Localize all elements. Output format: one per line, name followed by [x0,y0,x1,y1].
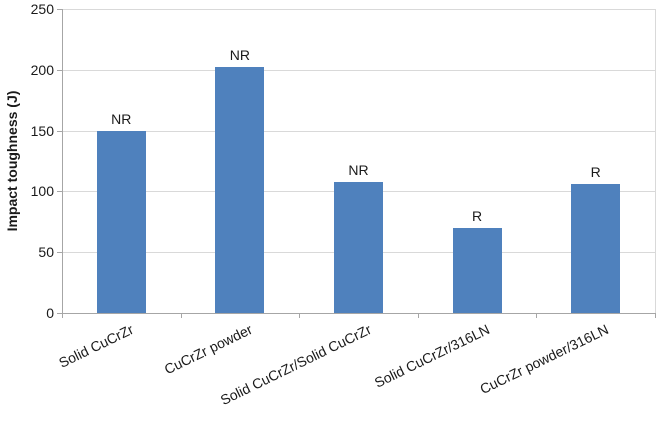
bar-label: R [590,164,601,181]
y-tick-mark [57,313,62,314]
bar [334,181,383,313]
x-category-label: Solid CuCrZr [56,321,137,371]
y-tick-label: 200 [30,61,54,78]
y-tick-label: 150 [30,122,54,139]
y-axis-line [62,9,63,314]
x-axis-line [62,313,656,314]
x-tick-mark [536,313,538,318]
bar-label: R [472,207,483,224]
bar [96,130,146,313]
bar [215,67,265,313]
x-tick-mark [299,313,301,318]
bar [571,184,621,313]
gridline [62,9,655,10]
gridline [62,130,655,132]
x-tick-mark [417,313,419,318]
y-axis-title: Impact toughness (J) [4,90,20,232]
x-tick-mark [655,313,656,318]
bar [452,227,502,313]
bar-label: NR [111,110,132,127]
y-tick-mark [57,9,62,10]
bar-label: NR [229,47,251,64]
y-tick-mark [57,191,62,193]
y-tick-label: 50 [38,244,54,261]
bar-label: NR [348,161,369,178]
x-tick-mark [62,313,63,318]
y-tick-mark [57,252,62,254]
x-category-label: CuCrZr powder [161,321,255,378]
gridline [62,69,655,71]
x-category-label: CuCrZr powder/316LN [477,321,611,398]
y-tick-mark [57,130,62,132]
x-category-label: Solid CuCrZr/316LN [371,321,493,391]
x-tick-mark [180,313,182,318]
y-tick-mark [57,69,62,71]
y-tick-label: 0 [46,305,54,321]
y-tick-label: 100 [30,183,54,200]
plot-right-border [655,9,656,313]
y-tick-label: 250 [30,1,54,17]
